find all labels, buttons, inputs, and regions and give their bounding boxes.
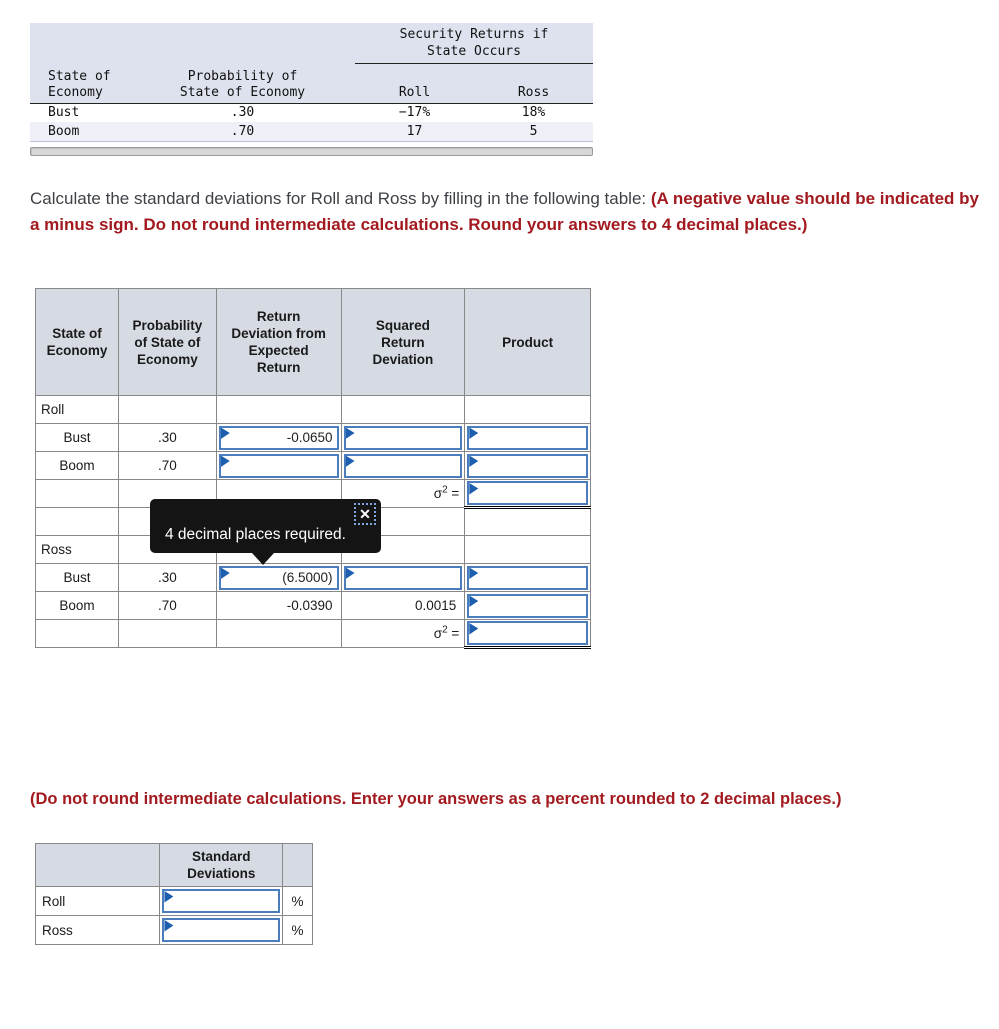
ross-section-label: Ross	[35, 535, 119, 564]
roll-bust-prob: .30	[117, 423, 217, 452]
col-header-roll: Roll	[355, 63, 474, 104]
bust-ross-return: 18%	[521, 105, 546, 121]
tooltip-text: 4 decimal places required.	[165, 526, 346, 543]
ross-bust-row: Bust .30	[35, 563, 591, 592]
instruction-paragraph: Calculate the standard deviations for Ro…	[30, 186, 980, 238]
given-data-table: Security Returns if State Occurs State o…	[30, 23, 593, 142]
ross-stddev-input[interactable]	[162, 918, 281, 942]
ross-variance-label: σ2 =	[340, 619, 466, 648]
wh-probability: Probability of State of Economy	[117, 288, 217, 396]
ross-boom-deviation-value: -0.0390	[215, 591, 342, 620]
roll-stddev-input[interactable]	[162, 889, 281, 913]
roll-boom-squared-input[interactable]	[343, 453, 463, 478]
wh-state: State of Economy	[35, 288, 119, 396]
roll-percent-unit: %	[282, 886, 313, 916]
ross-bust-prob: .30	[117, 563, 217, 592]
roll-variance-input[interactable]	[467, 481, 588, 505]
roll-section-label: Roll	[35, 395, 119, 424]
worksheet-header-row: State of Economy Probability of State of…	[35, 288, 591, 396]
roll-bust-row: Bust .30	[35, 423, 591, 452]
roll-section-row: Roll	[35, 395, 591, 424]
ross-boom-row: Boom .70 -0.0390 0.0015	[35, 591, 591, 620]
ross-boom-product-input[interactable]	[467, 593, 588, 618]
boom-ross-return: 5	[529, 123, 538, 139]
boom-state: Boom	[48, 123, 80, 139]
boom-prob: .70	[230, 123, 255, 139]
std-roll-row: Roll %	[34, 886, 313, 916]
boom-roll-return: 17	[406, 123, 423, 139]
roll-boom-prob: .70	[117, 451, 217, 480]
ross-variance-input[interactable]	[467, 621, 588, 645]
ross-variance-row: σ2 =	[35, 619, 591, 649]
std-header-row: Standard Deviations	[34, 843, 313, 887]
ross-boom-state: Boom	[35, 591, 119, 620]
given-column-header-row: State of Economy Probability of State of…	[30, 63, 593, 104]
col-header-ross: Ross	[474, 63, 593, 104]
security-header-line2: State Occurs	[427, 43, 521, 59]
roll-bust-state: Bust	[35, 423, 119, 452]
roll-boom-row: Boom .70	[35, 451, 591, 480]
wh-product: Product	[464, 288, 591, 396]
roll-bust-deviation-input[interactable]	[218, 425, 339, 450]
bust-state: Bust	[48, 105, 80, 121]
roll-boom-state: Boom	[35, 451, 119, 480]
security-header-line1: Security Returns if	[399, 26, 549, 42]
close-icon[interactable]: ✕	[354, 503, 376, 525]
worksheet-table: State of Economy Probability of State of…	[35, 288, 591, 649]
roll-bust-squared-input[interactable]	[343, 425, 463, 450]
second-instruction: (Do not round intermediate calculations.…	[30, 790, 842, 808]
given-row-bust: Bust .30 −17% 18%	[30, 103, 593, 122]
std-roll-label: Roll	[34, 886, 161, 916]
validation-tooltip: ✕ 4 decimal places required.	[150, 499, 381, 565]
wh-return-deviation: Return Deviation from Expected Return	[215, 288, 342, 396]
roll-boom-product-input[interactable]	[467, 453, 588, 478]
ross-bust-product-input[interactable]	[467, 565, 588, 590]
std-ross-label: Ross	[34, 915, 161, 945]
instruction-intro: Calculate the standard deviations for Ro…	[30, 189, 651, 208]
ross-boom-squared-value: 0.0015	[340, 591, 466, 620]
tooltip-arrow	[252, 553, 274, 565]
roll-bust-product-input[interactable]	[467, 425, 588, 450]
col-header-probability: Probability of State of Economy	[130, 63, 355, 104]
std-ross-row: Ross %	[34, 915, 313, 945]
std-deviation-table: Standard Deviations Roll % Ross %	[34, 843, 313, 945]
security-header-cell: Security Returns if State Occurs	[355, 23, 593, 64]
roll-boom-deviation-input[interactable]	[218, 453, 339, 478]
security-header-row: Security Returns if State Occurs	[30, 23, 593, 64]
ross-bust-deviation-input[interactable]	[218, 565, 339, 590]
std-header-label: Standard Deviations	[159, 843, 284, 887]
given-row-boom: Boom .70 17 5	[30, 122, 593, 141]
ross-bust-squared-input[interactable]	[343, 565, 463, 590]
ross-percent-unit: %	[282, 915, 313, 945]
wh-squared-deviation: Squared Return Deviation	[340, 288, 466, 396]
bust-prob: .30	[230, 105, 255, 121]
instruction-emphasis: (A negative value should be indicated by…	[30, 189, 979, 234]
col-header-state: State of Economy	[30, 63, 130, 104]
ross-boom-prob: .70	[117, 591, 217, 620]
horizontal-scrollbar[interactable]	[30, 147, 593, 156]
bust-roll-return: −17%	[398, 105, 431, 121]
ross-bust-state: Bust	[35, 563, 119, 592]
